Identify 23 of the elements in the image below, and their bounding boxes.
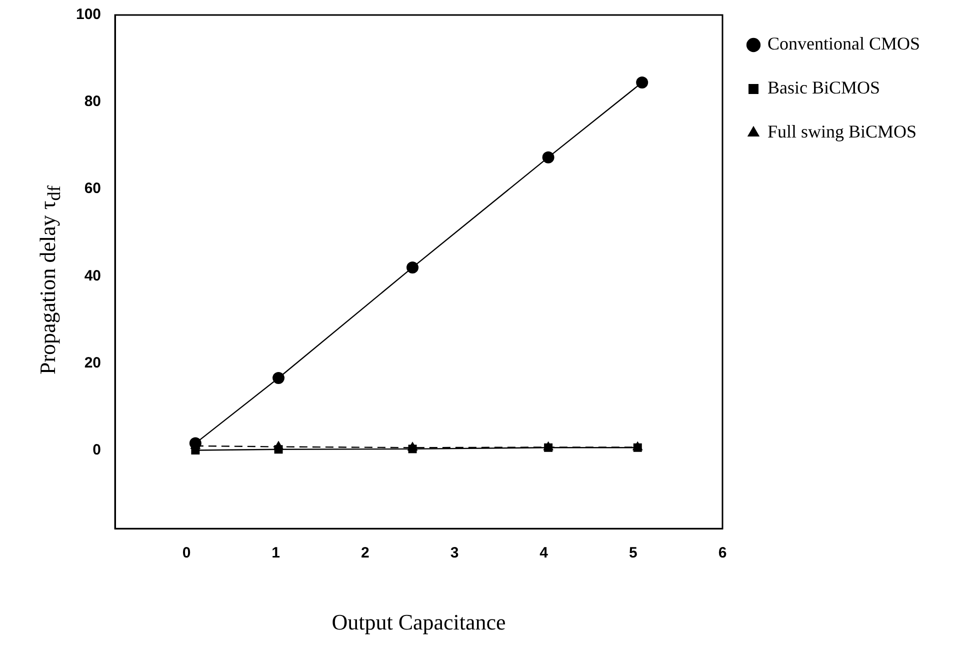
point [274, 445, 283, 454]
x-axis-title: Output Capacitance [332, 610, 506, 635]
legend-label: Full swing BiCMOS [767, 122, 917, 142]
x-tick-label: 0 [182, 544, 191, 562]
y-tick-label: 60 [84, 180, 102, 198]
point [406, 261, 419, 274]
point [272, 372, 285, 384]
y-tick-label: 80 [84, 93, 102, 110]
y-tick-label: 40 [84, 267, 102, 284]
y-tick-label: 20 [84, 354, 102, 372]
y-tick-label: 100 [76, 6, 102, 24]
point [408, 444, 417, 454]
x-tick-label: 2 [360, 544, 370, 562]
x-tick-label: 5 [628, 544, 638, 562]
legend-label: Conventional CMOS [767, 34, 920, 54]
point [636, 76, 648, 88]
x-tick-label: 4 [540, 544, 549, 562]
x-tick-label: 6 [718, 544, 727, 562]
point [542, 151, 554, 164]
x-tick-label: 3 [450, 544, 459, 562]
y-tick-label: 0 [92, 441, 102, 458]
x-tick-label: 1 [272, 544, 280, 562]
legend-label: Basic BiCMOS [767, 78, 880, 98]
